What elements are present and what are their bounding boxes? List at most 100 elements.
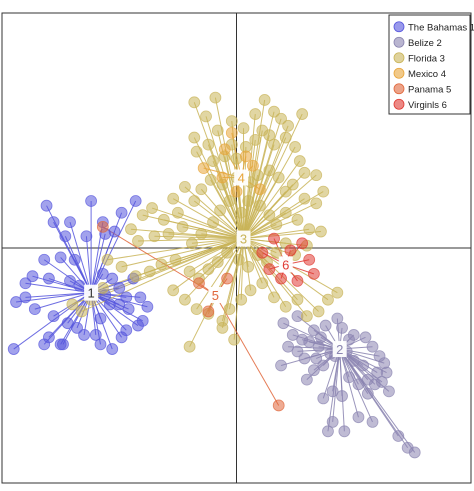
data-point-s1-p41 [103, 298, 116, 311]
data-point-s4-p2 [225, 126, 238, 139]
data-points [7, 91, 421, 459]
data-point-s1-p33 [94, 338, 107, 351]
data-point-s1-p1 [40, 199, 53, 212]
data-point-s5-p4 [221, 272, 234, 285]
spoke-line-s3-p87 [240, 238, 245, 300]
data-point-s3-p91 [279, 300, 292, 313]
data-point-s1-p21 [10, 296, 22, 308]
spoke-line-s3-p32 [193, 200, 244, 239]
data-point-s3-p92 [291, 293, 304, 306]
data-point-s2-p25 [352, 378, 365, 391]
data-point-s6-p7 [275, 272, 287, 285]
data-point-s3-p56 [303, 223, 316, 236]
data-point-s3-p30 [204, 173, 217, 186]
centroid-label-2: 2 [336, 342, 343, 357]
data-point-s1-p19 [73, 279, 86, 292]
data-point-s3-p86 [223, 303, 236, 316]
data-point-s1-p18 [64, 274, 76, 287]
spoke-line-s1-p20 [25, 292, 92, 298]
centroid-box-2 [332, 341, 347, 358]
data-point-s2-p34 [366, 415, 379, 428]
legend-marker-6 [393, 98, 405, 110]
spoke-line-s1-p6 [85, 236, 92, 293]
spoke-line-s3-p43 [182, 226, 244, 240]
data-point-s3-p2 [190, 145, 203, 158]
data-point-s2-p30 [326, 415, 339, 428]
spoke-line-s1-p3 [69, 222, 92, 293]
data-point-s2-p40 [347, 354, 360, 367]
legend-box [388, 14, 471, 115]
data-point-s1-p5 [59, 230, 72, 243]
data-point-s2-p28 [326, 385, 339, 398]
data-point-s1-p36 [120, 324, 133, 337]
data-point-s3-p25 [263, 164, 276, 177]
data-point-s3-p74 [129, 270, 142, 283]
data-point-s2-p6 [298, 352, 311, 365]
data-point-s1-p4 [47, 216, 60, 229]
data-point-s3-p71 [169, 253, 182, 266]
data-point-s2-p29 [317, 392, 330, 405]
spoke-line-s3-p106 [243, 125, 289, 239]
data-point-s2-p33 [352, 411, 365, 424]
data-point-s3-p21 [298, 192, 311, 205]
data-point-s3-p44 [186, 237, 198, 250]
centroid-label-4: 4 [238, 171, 245, 186]
spoke-line-s3-p83 [196, 238, 244, 310]
centroid-box-4 [234, 169, 249, 186]
spoke-line-s3-p76 [107, 238, 244, 261]
data-point-s2-p26 [343, 371, 355, 384]
data-point-s3-p46 [207, 216, 219, 229]
data-point-s3-p19 [317, 185, 330, 198]
data-point-s6-p9 [256, 246, 269, 259]
data-point-s2-p47 [331, 312, 344, 325]
data-point-s1-p49 [141, 300, 154, 313]
centroid-label-6: 6 [282, 257, 289, 272]
data-point-s6-p6 [291, 274, 304, 287]
data-point-s3-p24 [272, 171, 285, 184]
data-point-s3-p43 [176, 220, 189, 233]
data-point-s4-p4 [247, 159, 259, 172]
data-point-s3-p106 [282, 119, 294, 132]
spoke-line-s3-p54 [243, 212, 287, 240]
data-point-s2-p17 [359, 331, 372, 344]
data-point-s3-p70 [183, 265, 196, 278]
data-point-s3-p10 [249, 133, 262, 146]
data-point-s3-p45 [195, 227, 208, 240]
data-point-s3-p51 [254, 199, 266, 212]
data-point-s3-p93 [300, 310, 313, 323]
data-point-s3-p101 [209, 91, 222, 104]
data-point-s2-p45 [303, 336, 316, 348]
data-point-s3-p64 [242, 260, 255, 273]
data-point-s2-p24 [361, 373, 374, 386]
data-point-s3-p13 [268, 138, 280, 151]
data-point-s2-p5 [275, 359, 287, 372]
data-point-s3-p14 [279, 131, 292, 144]
centroid-label-5: 5 [212, 288, 219, 303]
legend: The Bahamas 1 Belize 2 Florida 3 Mexico 4 Pa… [388, 14, 474, 115]
data-point-s6-p1 [296, 237, 309, 250]
data-point-s2-p31 [322, 425, 334, 438]
data-point-s1-p23 [47, 310, 60, 323]
data-point-s2-p27 [336, 390, 348, 402]
legend-marker-2 [393, 36, 405, 48]
data-point-s1-p44 [106, 272, 119, 285]
data-point-s6-p8 [263, 263, 276, 276]
centroid-box-1 [84, 284, 99, 301]
data-point-s4-p1 [218, 143, 231, 156]
data-point-s3-p108 [225, 115, 238, 127]
data-point-s4-p6 [230, 185, 243, 198]
legend-marker-4 [393, 67, 405, 79]
data-point-s3-p36 [157, 213, 170, 226]
data-point-s1-p24 [61, 317, 74, 330]
data-point-s3-p57 [315, 225, 327, 238]
data-point-s3-p4 [211, 124, 224, 137]
spoke-line-s3-p90 [243, 238, 275, 298]
data-point-s6-p4 [303, 253, 316, 266]
data-point-s2-p18 [366, 340, 379, 353]
data-point-s3-p96 [331, 286, 344, 299]
data-point-s3-p18 [310, 169, 323, 182]
data-point-s1-p30 [57, 338, 69, 351]
data-point-s1-p10 [129, 195, 142, 207]
